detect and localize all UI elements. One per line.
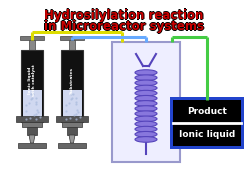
Ellipse shape: [135, 80, 157, 86]
Text: Hydrosilylation reaction: Hydrosilylation reaction: [44, 9, 204, 22]
Text: Hydrosilylation reaction: Hydrosilylation reaction: [45, 9, 204, 22]
Ellipse shape: [135, 90, 157, 96]
Bar: [173, 100, 241, 123]
Text: Hydrosilylation reaction: Hydrosilylation reaction: [44, 9, 203, 22]
Ellipse shape: [135, 70, 157, 75]
Ellipse shape: [135, 116, 157, 122]
Bar: [170, 97, 244, 149]
Ellipse shape: [135, 95, 157, 101]
Ellipse shape: [135, 85, 157, 91]
Bar: [69, 40, 75, 50]
Ellipse shape: [135, 75, 157, 81]
Polygon shape: [29, 135, 35, 143]
Ellipse shape: [135, 101, 157, 106]
Bar: [56, 116, 88, 122]
Text: Hydrosilylation reaction: Hydrosilylation reaction: [44, 10, 204, 23]
Text: in Microreactor systems: in Microreactor systems: [45, 20, 205, 33]
Bar: [18, 143, 46, 148]
Polygon shape: [69, 135, 75, 143]
Text: Ionic liquid
with catalyst: Ionic liquid with catalyst: [28, 64, 36, 96]
Bar: [21, 50, 43, 122]
Bar: [61, 50, 83, 122]
Text: Substrates: Substrates: [70, 67, 74, 94]
Text: in Microreactor systems: in Microreactor systems: [44, 19, 204, 32]
Bar: [23, 90, 41, 122]
Bar: [60, 36, 84, 40]
Bar: [20, 36, 44, 40]
Bar: [22, 122, 42, 127]
Bar: [16, 116, 48, 122]
Text: in Microreactor systems: in Microreactor systems: [44, 20, 204, 33]
Ellipse shape: [135, 121, 157, 127]
Bar: [58, 143, 86, 148]
Text: Hydrosilylation reaction: Hydrosilylation reaction: [44, 8, 204, 21]
Bar: [62, 122, 82, 127]
Bar: [67, 127, 77, 135]
Text: in Microreactor systems: in Microreactor systems: [43, 20, 203, 33]
Ellipse shape: [135, 126, 157, 132]
Bar: [173, 123, 241, 146]
Bar: [27, 127, 37, 135]
Ellipse shape: [135, 111, 157, 117]
Ellipse shape: [135, 132, 157, 137]
Bar: [29, 40, 35, 50]
Text: in Microreactor systems: in Microreactor systems: [44, 21, 204, 34]
Ellipse shape: [135, 106, 157, 111]
Bar: [62, 90, 82, 122]
Ellipse shape: [135, 137, 157, 142]
Text: Product: Product: [187, 107, 227, 116]
Bar: [112, 42, 180, 162]
Text: Ionic liquid: Ionic liquid: [179, 130, 235, 139]
